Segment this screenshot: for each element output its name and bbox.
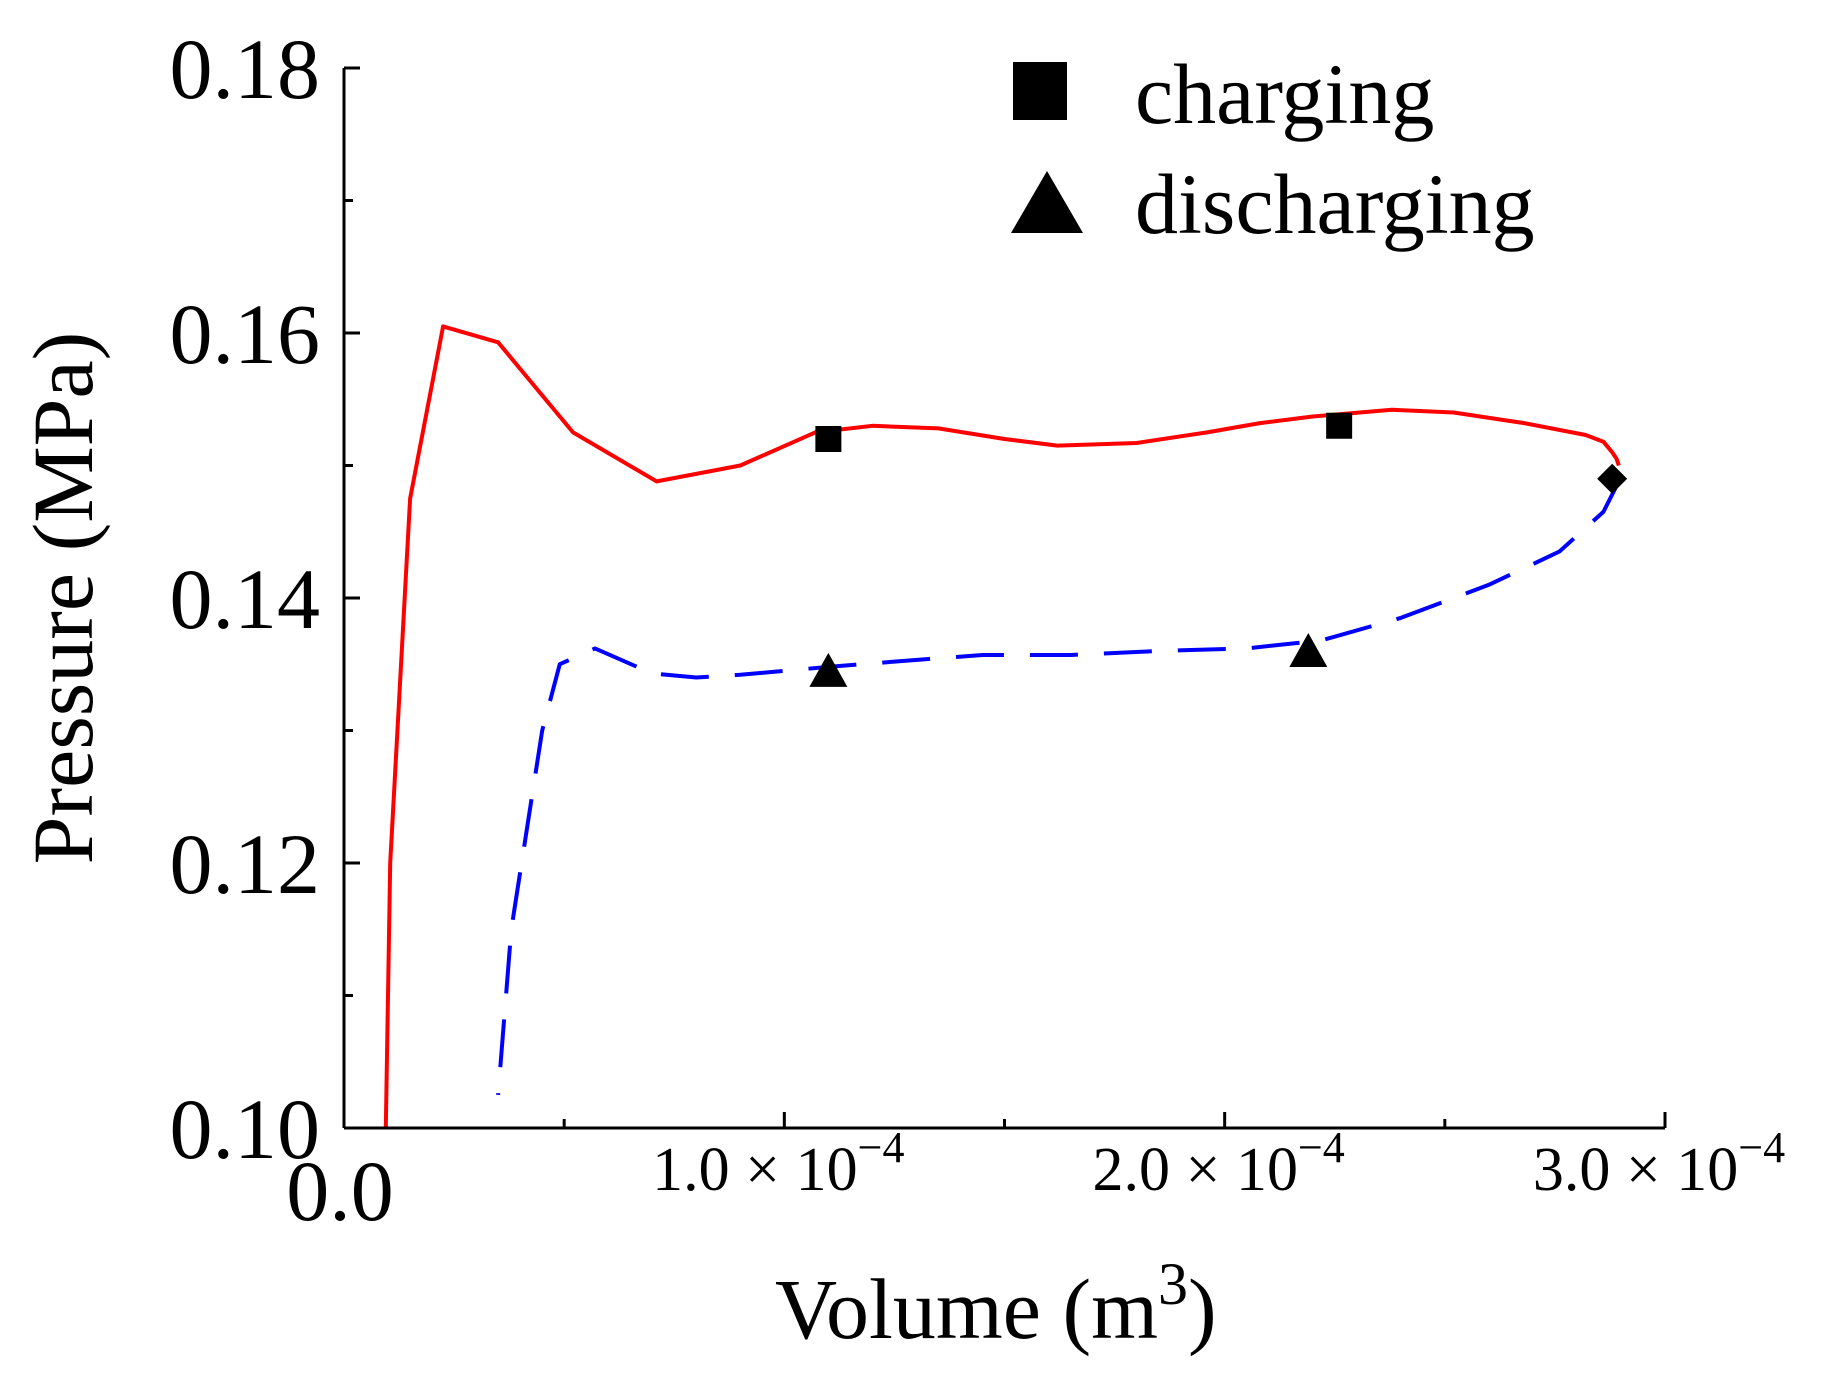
legend-label-charging: charging [1135, 46, 1434, 142]
plot-markers [809, 412, 1628, 687]
x-axis-title-main: Volume (m [775, 1261, 1158, 1357]
y-tick-label: 0.16 [170, 286, 321, 382]
x-axis-title-sup: 3 [1158, 1251, 1188, 1317]
discharging-marker [1289, 633, 1328, 667]
charging-marker [815, 426, 842, 452]
y-axis-title: Pressure (MPa) [15, 332, 111, 865]
y-tick-label: 0.14 [170, 551, 321, 647]
series-line-discharging-curve [496, 480, 1621, 1096]
x-axis-title-close: ) [1188, 1261, 1217, 1357]
discharging-marker [809, 652, 848, 687]
x-tick-label: 2.0 × 10−4 [1093, 1123, 1345, 1204]
y-ticks: 0.10 0.12 0.14 0.16 0.18 [170, 21, 360, 1177]
x-axis-title: Volume (m3) [775, 1251, 1217, 1357]
x-ticks: 0.0 1.0 × 10−4 2.0 × 10−4 3.0 × 10−4 [286, 1112, 1785, 1239]
legend: charging discharging [1011, 46, 1535, 252]
plot-lines [383, 324, 1621, 1129]
x-tick-label: 0.0 [286, 1143, 394, 1239]
y-tick-label: 0.18 [170, 21, 321, 117]
series-line-charging-curve [383, 324, 1621, 1129]
legend-triangle-marker [1011, 171, 1083, 233]
y-tick-label: 0.10 [170, 1081, 321, 1177]
x-tick-label: 1.0 × 10−4 [652, 1123, 904, 1204]
legend-label-discharging: discharging [1135, 156, 1535, 252]
legend-square-marker [1013, 62, 1067, 120]
y-tick-label: 0.12 [170, 816, 321, 912]
x-tick-label: 3.0 × 10−4 [1533, 1123, 1785, 1204]
diamond-marker [1597, 463, 1628, 494]
charging-marker [1326, 412, 1353, 439]
